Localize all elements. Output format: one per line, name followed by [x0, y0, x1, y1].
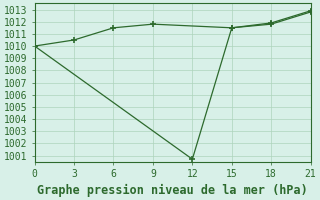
X-axis label: Graphe pression niveau de la mer (hPa): Graphe pression niveau de la mer (hPa) [37, 183, 308, 197]
